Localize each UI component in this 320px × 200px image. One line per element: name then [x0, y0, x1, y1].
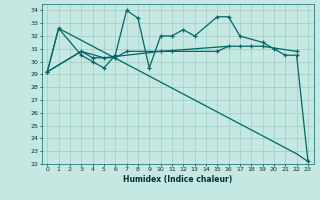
- X-axis label: Humidex (Indice chaleur): Humidex (Indice chaleur): [123, 175, 232, 184]
